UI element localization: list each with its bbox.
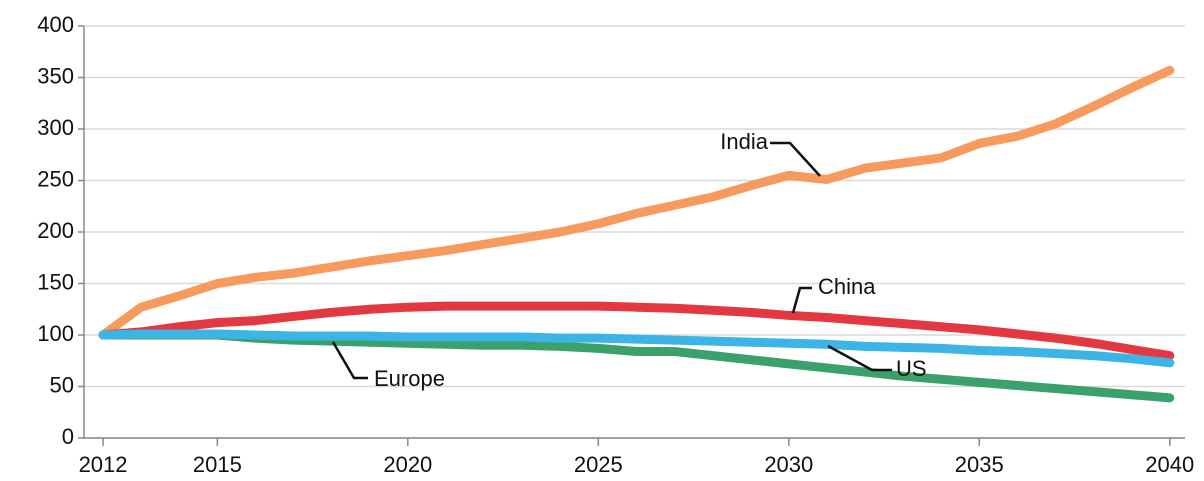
- x-tick-label: 2012: [79, 452, 128, 477]
- y-tick-label: 350: [37, 63, 74, 88]
- x-tick-label: 2020: [383, 452, 432, 477]
- y-tick-label: 100: [37, 321, 74, 346]
- series-label: Europe: [374, 366, 445, 391]
- leader-line: [331, 341, 368, 380]
- x-tick-label: 2030: [764, 452, 813, 477]
- y-tick-label: 50: [50, 372, 74, 397]
- y-tick-label: 400: [37, 12, 74, 37]
- y-tick-label: 200: [37, 218, 74, 243]
- series-line: [98, 330, 1175, 403]
- series-label: India: [720, 129, 768, 154]
- series-label: China: [818, 274, 876, 299]
- leader-line: [827, 344, 892, 372]
- leader-line: [791, 286, 812, 314]
- series-line: [98, 329, 1175, 368]
- x-tick-label: 2015: [193, 452, 242, 477]
- y-tick-label: 300: [37, 115, 74, 140]
- y-tick-label: 0: [62, 424, 74, 449]
- y-tick-label: 150: [37, 269, 74, 294]
- series-label: US: [896, 356, 927, 381]
- y-tick-label: 250: [37, 166, 74, 191]
- x-tick-label: 2040: [1145, 452, 1194, 477]
- x-tick-label: 2035: [955, 452, 1004, 477]
- series-line: [98, 301, 1175, 361]
- x-tick-label: 2025: [574, 452, 623, 477]
- leader-line: [770, 141, 821, 177]
- series-line: [98, 65, 1175, 340]
